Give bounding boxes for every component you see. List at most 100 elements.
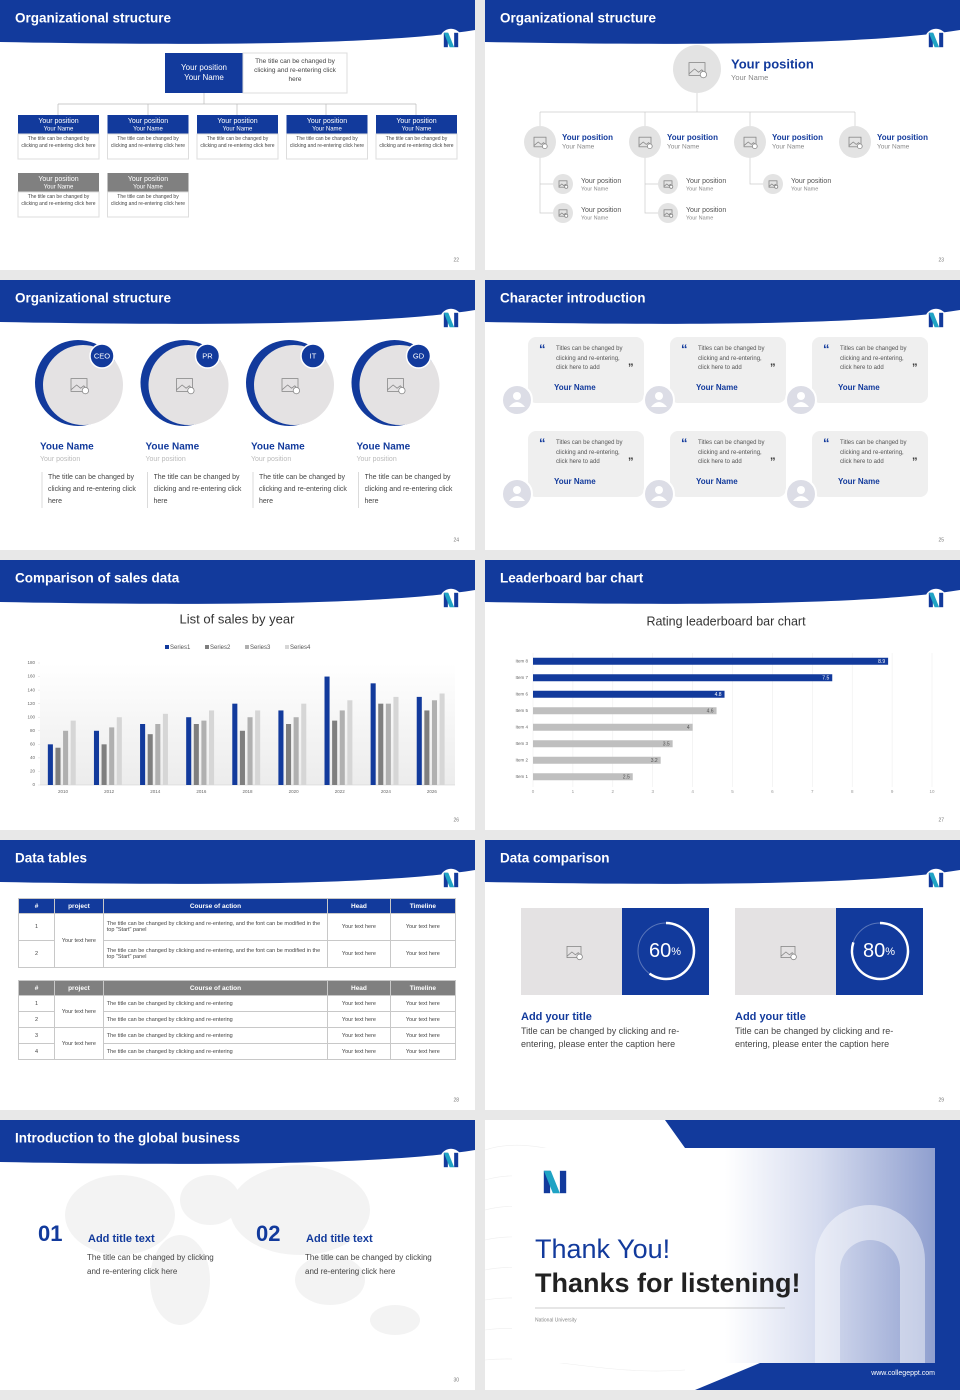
logo	[939, 592, 944, 608]
x-tick-label: 2026	[427, 789, 438, 794]
logo	[443, 592, 455, 608]
name: Your Name	[772, 144, 805, 151]
bar	[431, 700, 438, 785]
x-tick-label: 4	[691, 789, 694, 794]
slide: Thank You! Thanks for listening! National …	[484, 1120, 960, 1390]
row: 4 The title can be changed by clicking an…	[18, 1043, 457, 1060]
bar	[101, 744, 107, 785]
cell: Your text here	[327, 1011, 391, 1028]
box-body	[375, 133, 458, 160]
header-band	[0, 560, 475, 604]
cell: Your text here	[54, 1027, 104, 1060]
cell: 2	[18, 940, 56, 968]
stat-unit: %	[885, 946, 895, 958]
text-block: Titles can be changed by clicking and re…	[556, 346, 623, 372]
description: The title can be changed by clicking and…	[289, 136, 365, 149]
slide-title: Comparison of sales data	[15, 571, 180, 586]
image-icon	[790, 953, 797, 961]
card	[528, 431, 644, 497]
name: Your Name	[402, 127, 432, 133]
y-tick-label: Item 4	[515, 724, 528, 729]
image-icon	[751, 143, 758, 150]
image-icon	[856, 143, 863, 150]
description: The title can be changed by clicking and…	[48, 474, 136, 505]
legend-swatch	[205, 645, 209, 649]
cell: 4	[18, 1043, 56, 1060]
quote-mark: ”	[912, 456, 918, 468]
position: Your position	[40, 456, 80, 463]
text-block: Title can be changed by clicking and re-…	[521, 1026, 680, 1050]
cell: 3	[18, 1027, 56, 1044]
box-body	[107, 191, 189, 218]
position: Your position	[731, 56, 814, 71]
item-text: Title can be changed by clicking and re-…	[735, 1026, 894, 1050]
map-shape	[370, 1305, 420, 1335]
quote: Titles can be changed by clicking and re…	[840, 440, 907, 466]
avatar	[629, 126, 661, 158]
name: Your Name	[581, 186, 608, 192]
name: Your Name	[838, 383, 880, 392]
item-text: The title can be changed by clicking and…	[87, 1253, 214, 1276]
badge-label: PR	[202, 351, 213, 360]
description: The title can be changed by clicking and…	[200, 136, 275, 149]
image-icon	[398, 387, 406, 395]
logo	[928, 312, 940, 328]
avatar-head	[513, 486, 521, 494]
thanks-subtitle: Thanks for listening!	[535, 1268, 801, 1298]
slide-bg	[485, 0, 960, 270]
bar	[109, 727, 115, 785]
bar	[247, 717, 253, 785]
image-icon	[564, 213, 569, 218]
logo	[454, 1152, 459, 1168]
position: Your position	[686, 207, 726, 214]
cell: Your text here	[389, 1043, 457, 1060]
image-icon	[541, 143, 548, 150]
table-container: # project Course of action Head Timeline1You…	[18, 898, 457, 968]
legend-label: Series1	[170, 645, 191, 651]
y-tick-label: 140	[27, 687, 35, 692]
name: Youe Name	[357, 442, 411, 453]
image-icon	[176, 378, 193, 392]
legend-swatch	[285, 645, 289, 649]
cell: Your text here	[327, 940, 391, 968]
text-block: The title can be changed by clicking and…	[259, 474, 347, 505]
bar	[324, 676, 330, 785]
university: National University	[535, 1317, 577, 1323]
quote: Titles can be changed by clicking and re…	[556, 346, 623, 372]
data-label: 2.5	[623, 775, 630, 781]
y-tick-label: 20	[30, 769, 36, 774]
badge	[300, 343, 326, 369]
chart-title: Rating leaderboard bar chart	[646, 614, 806, 628]
bar	[239, 730, 245, 785]
image-icon	[669, 213, 674, 218]
position: Your position	[38, 118, 78, 125]
slide-title: Leaderboard bar chart	[500, 571, 644, 586]
y-tick-label: 180	[27, 660, 35, 665]
card	[812, 431, 928, 497]
bar	[63, 730, 69, 785]
image-icon	[848, 136, 862, 148]
page-number: 28	[453, 1097, 459, 1103]
image-icon	[564, 184, 569, 189]
description: The title can be changed by clicking and…	[259, 474, 347, 505]
item-text: Title can be changed by clicking and re-…	[521, 1026, 680, 1050]
page-number: 22	[453, 257, 459, 263]
quote-mark: “	[539, 435, 546, 450]
data-label: 4	[687, 725, 690, 731]
header-cell: #	[18, 980, 56, 996]
text-block: The title can be changed by clicking and…	[21, 136, 95, 149]
cell: The title can be changed by clicking and…	[102, 1027, 329, 1044]
name: Your Name	[667, 144, 700, 151]
box-header	[107, 115, 189, 134]
image-icon	[70, 384, 88, 391]
header-band	[0, 0, 475, 44]
cell: The title can be changed by clicking and…	[102, 940, 329, 968]
bar	[70, 720, 76, 785]
page-number: 30	[453, 1377, 459, 1383]
quote: Titles can be changed by clicking and re…	[698, 346, 765, 372]
name: Your Name	[581, 215, 608, 221]
box-header	[286, 115, 368, 134]
quote-mark: ”	[628, 456, 634, 468]
